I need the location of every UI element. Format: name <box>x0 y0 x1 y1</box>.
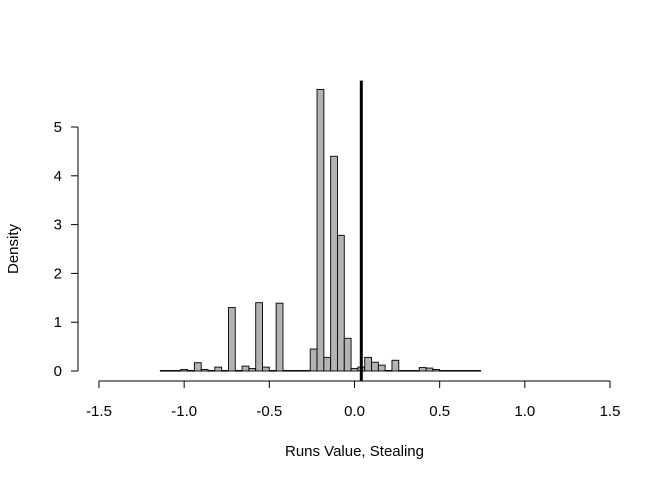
histogram-bar <box>452 370 461 372</box>
histogram-bar <box>439 370 447 372</box>
histogram-bar <box>159 370 168 372</box>
histogram-bar <box>432 369 441 372</box>
histogram-bar <box>371 361 379 372</box>
histogram-bar <box>405 370 413 372</box>
histogram-bar <box>221 370 229 372</box>
x-tick-label: 0.5 <box>429 403 450 420</box>
histogram-bar <box>282 370 291 372</box>
histogram-bar <box>296 370 304 372</box>
histogram-bar <box>391 359 400 372</box>
x-tick-label: 1.5 <box>600 403 621 420</box>
histogram-bar <box>227 307 236 372</box>
bars-layer <box>159 88 481 372</box>
histogram-bar <box>262 366 270 372</box>
histogram-bar <box>248 368 257 372</box>
histogram-bar <box>214 366 223 372</box>
histogram-bar <box>187 370 195 372</box>
histogram-bar <box>173 370 182 372</box>
histogram-bar <box>330 155 338 372</box>
y-tick-label: 5 <box>54 119 62 136</box>
y-tick-label: 3 <box>54 217 62 234</box>
histogram-bar <box>418 367 427 372</box>
y-tick-label: 1 <box>54 314 62 331</box>
histogram-bar <box>234 370 243 372</box>
y-tick-label: 0 <box>54 363 62 380</box>
y-tick-label: 2 <box>54 265 62 282</box>
histogram-bar <box>446 370 454 372</box>
histogram-bar <box>323 356 332 372</box>
y-axis: 0 1 2 3 4 5 <box>54 119 79 380</box>
y-tick-label: 4 <box>54 168 62 185</box>
histogram-bar <box>207 370 216 372</box>
histogram-bar <box>180 369 189 372</box>
histogram-bar <box>364 356 372 372</box>
histogram-bar <box>343 337 352 372</box>
histogram-bar <box>289 370 298 372</box>
histogram-bar <box>459 370 468 372</box>
histogram-bar <box>166 370 175 372</box>
histogram-bar <box>411 370 420 372</box>
histogram-bar <box>200 369 209 372</box>
histogram-bar <box>337 234 345 372</box>
histogram-bar <box>309 348 318 372</box>
x-tick-label: -0.5 <box>256 403 282 420</box>
histogram-bar <box>193 362 202 372</box>
histogram-bar <box>268 370 277 372</box>
x-axis-label: Runs Value, Stealing <box>285 443 424 460</box>
x-tick-label: 0.0 <box>344 403 365 420</box>
histogram-bar <box>255 302 263 372</box>
histogram-bar <box>377 364 386 372</box>
histogram-bar <box>398 370 407 372</box>
histogram-bar <box>302 370 311 372</box>
x-axis: -1.5 -1.0 -0.5 0.0 0.5 1.0 1.5 <box>86 380 621 420</box>
y-axis-label: Density <box>5 223 22 274</box>
histogram-bar <box>473 370 481 372</box>
x-tick-label: -1.0 <box>171 403 197 420</box>
histogram-bar <box>241 365 250 372</box>
histogram-bar <box>384 370 393 372</box>
histogram-bar <box>425 367 434 372</box>
x-tick-label: -1.5 <box>86 403 112 420</box>
histogram-bar <box>316 88 325 372</box>
histogram-bar <box>350 368 359 372</box>
histogram-bar <box>466 370 475 372</box>
histogram-bar <box>275 302 284 372</box>
x-tick-label: 1.0 <box>514 403 535 420</box>
